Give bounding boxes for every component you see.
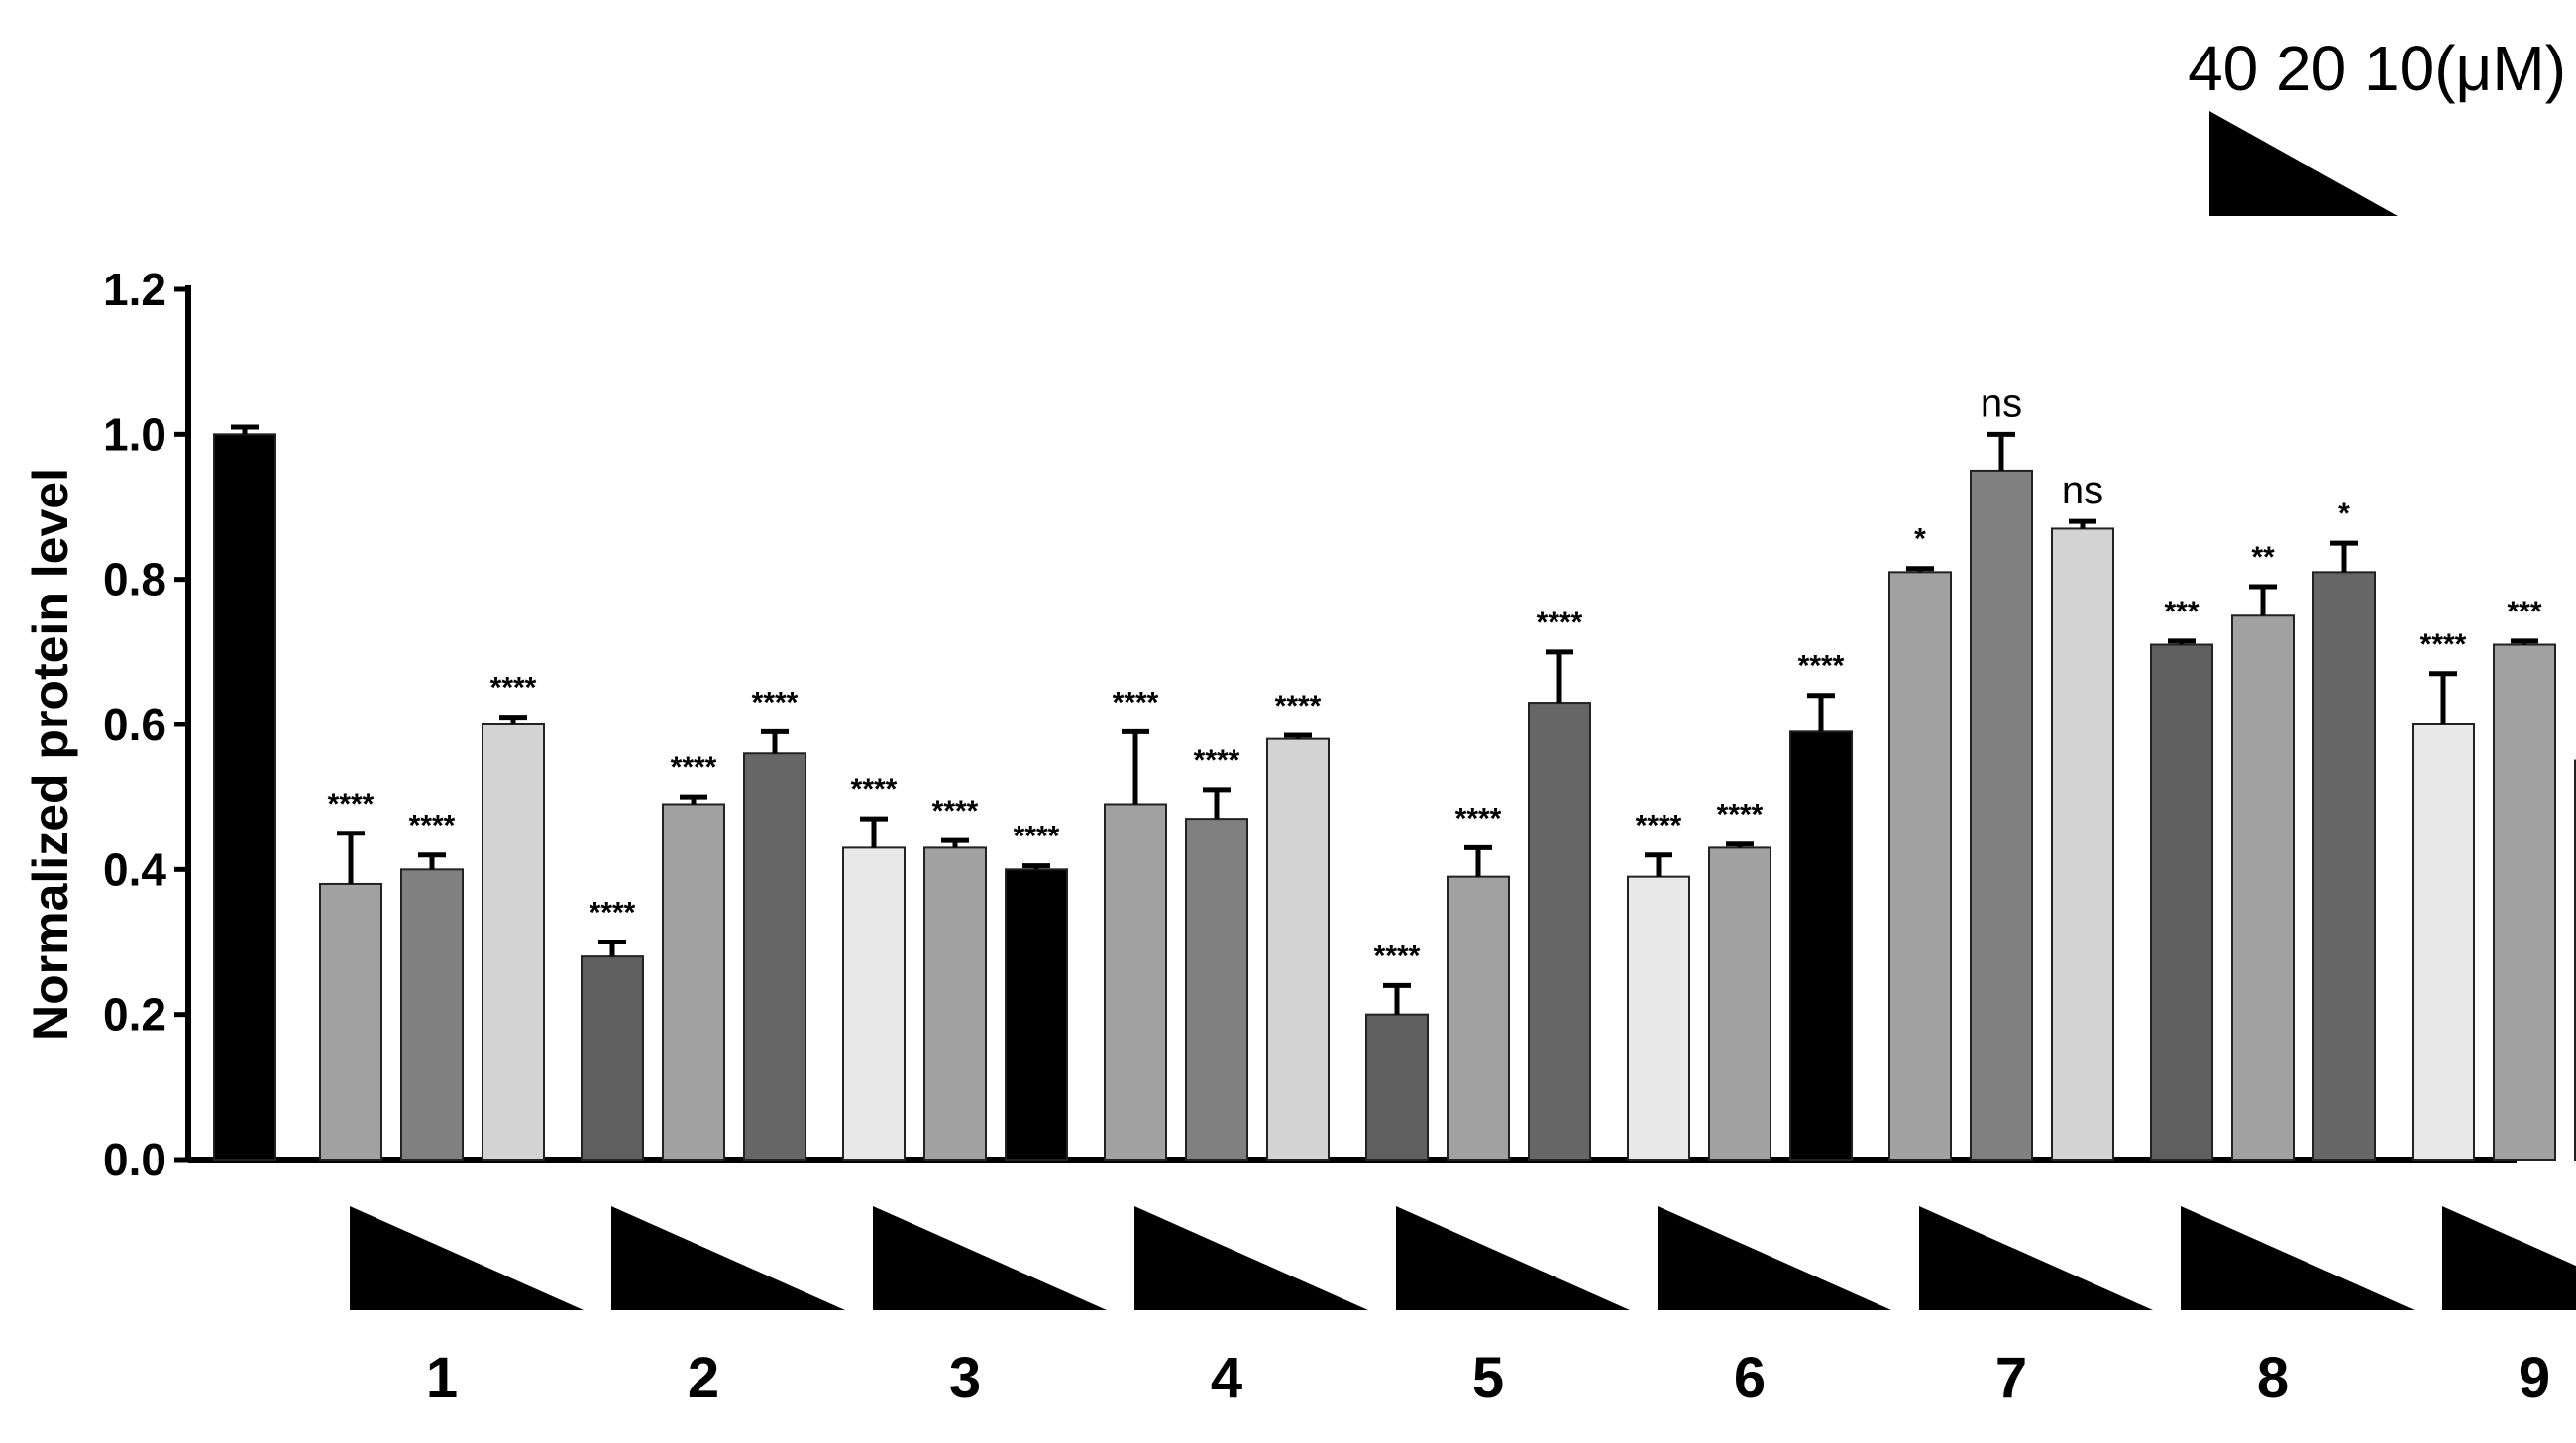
group-concentration-wedge bbox=[1134, 1206, 1368, 1310]
bar bbox=[1447, 875, 1510, 1162]
significance-label: **** bbox=[409, 810, 456, 842]
significance-label: **** bbox=[1798, 650, 1845, 683]
significance-label: **** bbox=[932, 795, 979, 828]
y-tick-label: 0.4 bbox=[103, 843, 166, 895]
group-label: 1 bbox=[426, 1346, 458, 1410]
bar bbox=[2312, 571, 2376, 1161]
axes: 0.0 0.2 0.4 0.6 0.8 1.0 1.2 Normalized protein … bbox=[23, 264, 2517, 1185]
bar bbox=[842, 846, 906, 1162]
bar bbox=[1104, 803, 1167, 1161]
group-concentration-wedge bbox=[2181, 1206, 2415, 1310]
significance-label: **** bbox=[1717, 799, 1764, 832]
significance-label: **** bbox=[2420, 628, 2467, 661]
legend-concentration-wedge bbox=[2209, 111, 2398, 216]
bar bbox=[1708, 846, 1771, 1162]
significance-label: ns bbox=[2062, 469, 2103, 512]
bar bbox=[1185, 818, 1248, 1161]
significance-label: **** bbox=[590, 897, 636, 930]
group-concentration-wedge bbox=[873, 1206, 1107, 1310]
group-label: 5 bbox=[1472, 1346, 1504, 1410]
group-label: 8 bbox=[2257, 1346, 2289, 1410]
concentration-legend-label: 40 20 10(μM) bbox=[2188, 33, 2566, 104]
y-tick-label: 0.0 bbox=[103, 1134, 166, 1185]
bar bbox=[2150, 643, 2213, 1161]
legend-wedge bbox=[2209, 111, 2398, 216]
significance-label: * bbox=[1914, 523, 1926, 556]
bar bbox=[1266, 737, 1330, 1162]
group-concentration-wedge bbox=[350, 1206, 584, 1310]
bar bbox=[2231, 614, 2295, 1161]
y-axis-label: Normalized protein level bbox=[23, 468, 78, 1041]
bar bbox=[2051, 527, 2114, 1161]
group-concentration-wedge bbox=[1919, 1206, 2153, 1310]
group-concentration-wedge bbox=[1396, 1206, 1630, 1310]
y-tick-label: 0.8 bbox=[103, 554, 166, 606]
bar bbox=[1005, 868, 1068, 1161]
significance-label: *** bbox=[2507, 596, 2541, 628]
significance-label: **** bbox=[752, 686, 799, 719]
bar bbox=[743, 752, 806, 1161]
y-tick-label: 1.2 bbox=[103, 264, 166, 315]
y-tick-label: 1.0 bbox=[103, 408, 166, 460]
significance-label: **** bbox=[851, 773, 898, 806]
significance-label: *** bbox=[2164, 596, 2199, 628]
bar bbox=[1528, 702, 1591, 1161]
bar bbox=[213, 433, 276, 1162]
labels: ************1************2************3*… bbox=[328, 382, 2550, 1410]
significance-label: * bbox=[2338, 498, 2350, 530]
bar bbox=[662, 803, 725, 1161]
bar bbox=[1970, 469, 2033, 1161]
bar bbox=[1365, 1013, 1429, 1162]
bar bbox=[400, 868, 464, 1161]
significance-label: **** bbox=[1636, 810, 1682, 842]
significance-label: ** bbox=[2251, 541, 2275, 574]
significance-label: **** bbox=[1014, 821, 1060, 853]
group-label: 7 bbox=[1995, 1346, 2027, 1410]
significance-label: **** bbox=[1113, 686, 1159, 719]
group-label: 2 bbox=[688, 1346, 719, 1410]
significance-label: **** bbox=[1194, 744, 1240, 777]
bar bbox=[1627, 875, 1690, 1162]
group-concentration-wedge bbox=[1658, 1206, 1891, 1310]
significance-label: **** bbox=[671, 751, 717, 784]
group-concentration-wedge bbox=[611, 1206, 845, 1310]
significance-label: **** bbox=[490, 672, 537, 705]
group-concentration-wedge bbox=[2442, 1206, 2576, 1310]
bar bbox=[923, 846, 987, 1162]
bar bbox=[319, 882, 382, 1161]
group-label: 6 bbox=[1734, 1346, 1766, 1410]
significance-label: **** bbox=[1455, 802, 1502, 834]
bar bbox=[1789, 730, 1853, 1161]
bar bbox=[2412, 723, 2475, 1161]
bar bbox=[581, 955, 644, 1162]
y-tick-label: 0.2 bbox=[103, 989, 166, 1041]
group-label: 3 bbox=[949, 1346, 981, 1410]
bars bbox=[213, 424, 2576, 1162]
significance-label: **** bbox=[1275, 690, 1322, 722]
significance-label: ns bbox=[1981, 382, 2022, 425]
group-label: 9 bbox=[2519, 1346, 2550, 1410]
bar bbox=[482, 723, 545, 1161]
significance-label: **** bbox=[1374, 940, 1421, 972]
bar bbox=[1888, 571, 1952, 1161]
group-label: 4 bbox=[1211, 1346, 1242, 1410]
significance-label: **** bbox=[328, 788, 375, 821]
y-tick-label: 0.6 bbox=[103, 699, 166, 750]
significance-label: **** bbox=[1537, 607, 1583, 639]
concentration-wedges bbox=[350, 1206, 2576, 1310]
bar bbox=[2493, 643, 2556, 1161]
